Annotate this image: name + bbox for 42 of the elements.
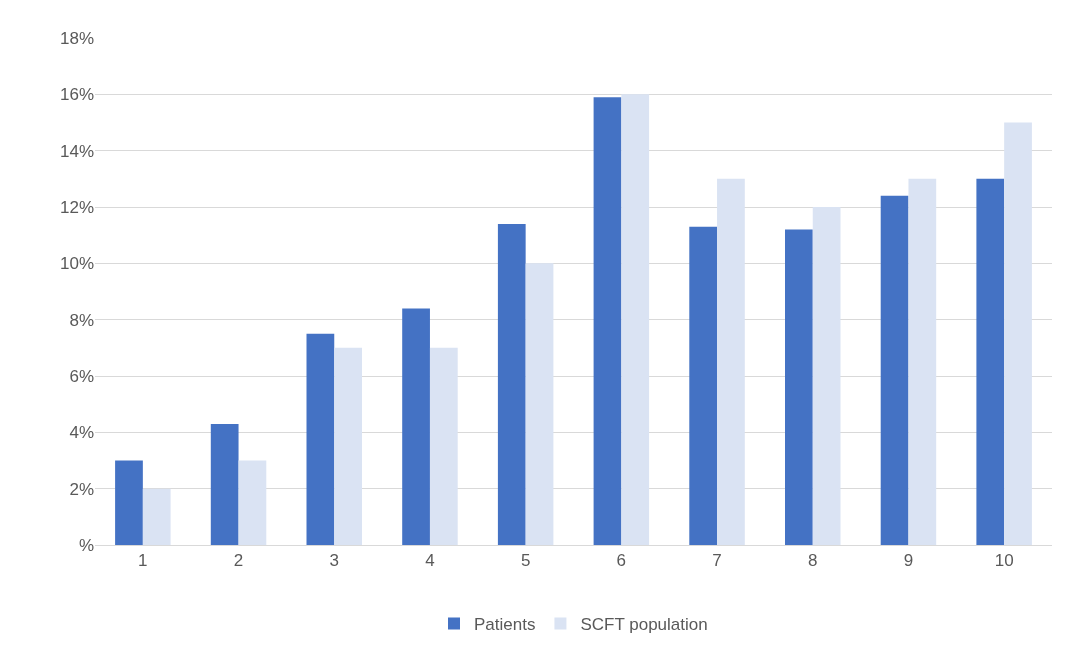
x-tick-label: 8 [808, 551, 818, 571]
bar [142, 488, 171, 545]
bar [593, 97, 622, 545]
y-tick-label: 6% [69, 366, 94, 386]
bar [429, 347, 458, 545]
bar [497, 223, 526, 545]
x-tick-label: 3 [329, 551, 339, 571]
x-tick-label: 7 [712, 551, 722, 571]
y-tick-label: 16% [59, 85, 94, 105]
bar [717, 178, 745, 545]
bar [238, 460, 267, 545]
x-tick-label: 6 [616, 551, 627, 571]
y-tick-label: 18% [59, 28, 94, 48]
y-tick-label: 2% [69, 479, 94, 499]
bar [525, 263, 554, 545]
bar [334, 347, 362, 545]
x-tick-label: 5 [520, 551, 531, 571]
y-tick-label: 10% [59, 254, 94, 274]
y-tick-label: 8% [69, 310, 94, 330]
bar [210, 423, 239, 545]
bar [880, 195, 909, 545]
x-tick-label: 4 [425, 551, 435, 571]
y-tick-label: 14% [59, 141, 94, 161]
x-tick-label: 10 [994, 551, 1014, 571]
legend-label: SCFT population [580, 615, 708, 635]
x-tick-label: 1 [138, 551, 148, 571]
y-tick-label: 12% [59, 197, 94, 217]
y-tick-label: % [78, 535, 94, 555]
bar [306, 333, 335, 545]
bar [785, 229, 813, 545]
x-tick-label: 9 [903, 551, 914, 571]
y-tick-label: 4% [69, 423, 94, 443]
bar [812, 207, 841, 545]
bar [1004, 122, 1032, 545]
bar [689, 226, 718, 545]
bar [115, 460, 143, 545]
bar [621, 94, 650, 545]
legend-label: Patients [474, 615, 536, 635]
bar [402, 308, 430, 545]
x-tick-label: 2 [233, 551, 244, 571]
bar [908, 178, 937, 545]
bar [976, 178, 1005, 545]
